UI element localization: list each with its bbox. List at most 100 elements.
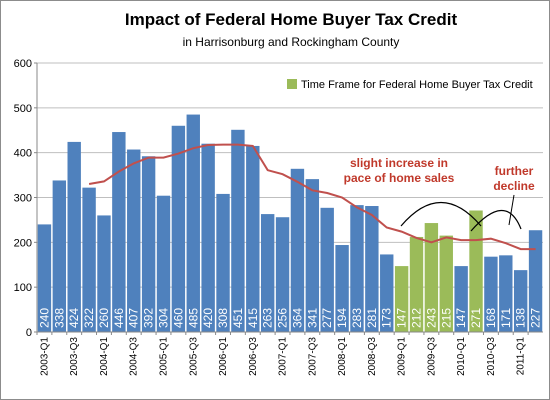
bar: [37, 224, 52, 332]
bar: [290, 168, 305, 332]
trend-line-group: [88, 143, 536, 251]
bar: [82, 187, 96, 332]
bar-value-label: 256: [276, 308, 290, 328]
bar: [112, 132, 126, 332]
annotation-pointer-decline: [508, 194, 515, 226]
bar: [424, 223, 439, 332]
bar-value-label: 308: [216, 308, 230, 328]
bar-value-label: 460: [171, 308, 185, 328]
x-tick-label: 2011-Q1: [516, 337, 527, 376]
annotation-increase-line2: pace of home sales: [344, 171, 455, 185]
bar-value-label: 283: [350, 308, 364, 328]
bar-value-label: 243: [424, 308, 438, 328]
bar-value-label: 173: [380, 308, 394, 328]
annotation-arc-decline: [470, 210, 522, 232]
bar: [394, 266, 409, 332]
bar-value-label: 415: [246, 308, 260, 328]
annotations: slight increase in pace of home sales fu…: [344, 156, 535, 232]
bar-value-label: 451: [231, 308, 245, 328]
bar: [528, 230, 543, 332]
x-tick-label: 2005-Q3: [188, 337, 199, 376]
x-tick-label: 2008-Q3: [367, 337, 378, 376]
bar: [409, 236, 424, 332]
x-tick-label: 2009-Q1: [397, 337, 408, 376]
bar: [260, 214, 275, 332]
bar-value-label: 212: [410, 308, 424, 328]
x-tick-label: 2010-Q3: [486, 337, 497, 376]
bar-value-label: 322: [82, 308, 96, 328]
bar-value-label: 341: [305, 308, 319, 328]
x-tick-label: 2005-Q1: [159, 337, 170, 376]
chart-subtitle: in Harrisonburg and Rockingham County: [183, 35, 400, 49]
bar: [141, 156, 156, 332]
bar-value-label: 260: [97, 308, 111, 328]
bar: [246, 145, 260, 332]
bar: [275, 217, 290, 332]
x-tick-label: 2006-Q3: [248, 337, 259, 376]
x-tick-label: 2006-Q1: [218, 337, 229, 376]
x-tick-label: 2003-Q3: [69, 337, 80, 376]
bar: [320, 207, 334, 332]
bar: [216, 193, 230, 332]
legend: Time Frame for Federal Home Buyer Tax Cr…: [287, 79, 533, 91]
annotation-increase-line1: slight increase in: [350, 156, 448, 170]
y-tick-label: 100: [14, 282, 32, 294]
bar: [186, 114, 200, 332]
y-tick-label: 300: [14, 193, 32, 205]
x-tick-label: 2008-Q1: [337, 337, 348, 376]
y-tick-label: 400: [14, 148, 32, 160]
y-tick-label: 200: [14, 237, 32, 249]
bar-value-label: 147: [454, 308, 468, 328]
y-tick-label: 0: [26, 327, 32, 339]
bar-value-label: 304: [157, 308, 171, 328]
bar: [365, 206, 379, 332]
bar-value-label: 168: [484, 308, 498, 328]
y-tick-label: 500: [14, 103, 32, 115]
bar: [231, 129, 245, 332]
bar: [499, 255, 513, 332]
bar: [335, 245, 349, 332]
bar: [67, 141, 81, 332]
bar-value-label: 364: [290, 308, 304, 328]
bar-value-label: 277: [320, 308, 334, 328]
x-tick-label: 2004-Q1: [99, 337, 110, 376]
bar-value-label: 338: [52, 308, 66, 328]
annotation-decline-line1: further: [495, 164, 534, 178]
chart-title: Impact of Federal Home Buyer Tax Credit: [125, 10, 458, 29]
bars: 240 338 424 322 260 446 407 392 304 460 485 420 308 4…: [37, 114, 543, 333]
bar: [201, 143, 215, 332]
x-tick-label: 2010-Q1: [456, 337, 467, 376]
bar-value-label: 147: [395, 308, 409, 328]
bar-value-label: 215: [439, 308, 453, 328]
bar: [454, 266, 468, 332]
bar: [171, 125, 186, 333]
bar-value-label: 271: [469, 308, 483, 328]
x-tick-label: 2004-Q3: [129, 337, 140, 376]
legend-swatch: [287, 79, 297, 89]
bar-value-label: 281: [365, 308, 379, 328]
bar: [380, 254, 394, 332]
legend-label: Time Frame for Federal Home Buyer Tax Cr…: [301, 79, 533, 91]
bar-value-label: 138: [514, 308, 528, 328]
bar-value-label: 227: [529, 308, 543, 328]
annotation-arc-increase: [400, 202, 482, 227]
bar: [439, 235, 453, 332]
bar-value-label: 171: [499, 308, 513, 328]
x-tick-label: 2007-Q3: [307, 337, 318, 376]
bar: [52, 180, 67, 332]
axes: 0 100 200 300 400 500 600 2003-Q1 2003-Q3 2004-Q1…: [14, 58, 543, 376]
bar-value-label: 194: [335, 308, 349, 328]
bar: [127, 149, 141, 332]
bar: [156, 195, 171, 332]
bar-value-label: 240: [37, 308, 51, 328]
x-tick-label: 2003-Q1: [39, 337, 50, 376]
trend-line: [88, 143, 536, 251]
bar: [484, 256, 498, 332]
bar-value-label: 407: [127, 308, 141, 328]
x-tick-label: 2007-Q1: [278, 337, 289, 376]
bar-value-label: 485: [186, 308, 200, 328]
y-tick-label: 600: [14, 58, 32, 70]
bar-value-label: 446: [112, 308, 126, 328]
